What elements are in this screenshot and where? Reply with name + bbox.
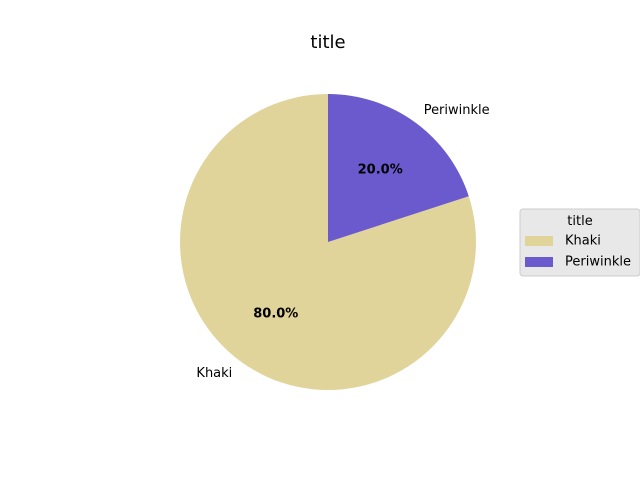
pie-slice-khaki xyxy=(180,94,477,391)
slice-label-periwinkle: Periwinkle xyxy=(424,103,490,118)
percent-label-khaki: 80.0% xyxy=(253,306,298,321)
pie-slices xyxy=(180,94,477,391)
legend-title: title xyxy=(567,214,592,229)
legend-label-khaki: Khaki xyxy=(565,234,601,249)
chart-title: title xyxy=(310,32,345,53)
legend: title Khaki Periwinkle xyxy=(519,208,640,277)
slice-label-khaki: Khaki xyxy=(196,366,232,381)
legend-entries: Khaki Periwinkle xyxy=(525,234,631,270)
pie-slice-periwinkle xyxy=(328,94,469,242)
percent-label-periwinkle: 20.0% xyxy=(358,163,403,178)
pie-labels: Khaki 80.0% Periwinkle 20.0% xyxy=(196,103,489,381)
legend-label-periwinkle: Periwinkle xyxy=(565,255,631,270)
legend-swatch-periwinkle xyxy=(525,257,553,267)
legend-swatch-khaki xyxy=(525,236,553,246)
